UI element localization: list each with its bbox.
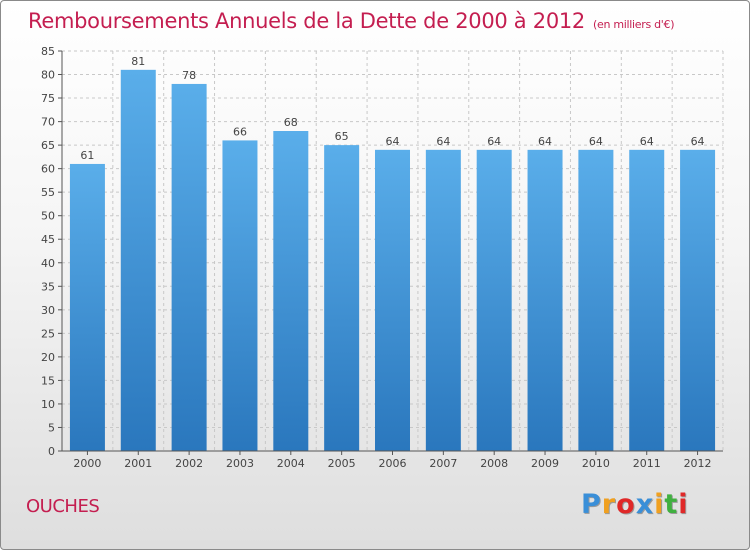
y-tick-label: 5 bbox=[48, 421, 55, 434]
x-tick-label: 2005 bbox=[328, 457, 356, 470]
bar-2009 bbox=[527, 149, 563, 451]
x-tick-label: 2008 bbox=[480, 457, 508, 470]
axes: 0 5 10 15 20 25 30 35 40 45 50 55 60 65 70 75 80 85 2000 20… bbox=[41, 45, 723, 470]
logo-letter: i bbox=[678, 489, 689, 520]
y-tick-label: 65 bbox=[41, 139, 55, 152]
y-tick-label: 85 bbox=[41, 45, 55, 58]
x-tick-label: 2002 bbox=[175, 457, 203, 470]
y-tick-label: 30 bbox=[41, 304, 55, 317]
chart-subtitle: (en milliers d'€) bbox=[593, 18, 675, 31]
bar-value-label: 61 bbox=[80, 149, 94, 162]
bar-value-label: 68 bbox=[284, 116, 298, 129]
bar-2003 bbox=[222, 140, 258, 452]
y-tick-label: 10 bbox=[41, 398, 55, 411]
bar-value-label: 64 bbox=[538, 135, 552, 148]
bar-value-label: 78 bbox=[182, 69, 196, 82]
bar-2006 bbox=[375, 149, 410, 451]
bar-2001 bbox=[120, 69, 156, 451]
y-tick-label: 50 bbox=[41, 210, 55, 223]
x-tick-label: 2009 bbox=[531, 457, 559, 470]
y-tick-label: 20 bbox=[41, 351, 55, 364]
bar-2007 bbox=[425, 149, 461, 451]
x-tick-label: 2001 bbox=[124, 457, 152, 470]
bar-2011 bbox=[629, 149, 665, 451]
bar-value-label: 81 bbox=[131, 55, 145, 68]
bar-2005 bbox=[324, 145, 360, 451]
y-tick-label: 40 bbox=[41, 257, 55, 270]
x-tick-label: 2007 bbox=[429, 457, 457, 470]
x-tick-label: 2011 bbox=[633, 457, 661, 470]
logo-letter: r bbox=[601, 489, 617, 520]
commune-name: OUCHES bbox=[26, 496, 100, 517]
y-tick-label: 0 bbox=[48, 445, 55, 458]
bars: 61 81 78 66 68 65 64 64 64 64 64 64 64 bbox=[69, 55, 716, 452]
proxiti-logo: Proxiti bbox=[581, 489, 689, 520]
x-tick-label: 2004 bbox=[277, 457, 305, 470]
y-tick-label: 55 bbox=[41, 186, 55, 199]
chart-title-text: Remboursements Annuels de la Dette de 20… bbox=[28, 9, 585, 33]
bar-value-label: 64 bbox=[436, 135, 450, 148]
x-tick-label: 2003 bbox=[226, 457, 254, 470]
bar-2000 bbox=[69, 163, 105, 452]
y-tick-label: 70 bbox=[41, 116, 55, 129]
bar-value-label: 64 bbox=[589, 135, 603, 148]
logo-letter: t bbox=[664, 489, 679, 520]
y-tick-label: 35 bbox=[41, 280, 55, 293]
logo-letter: i bbox=[654, 489, 665, 520]
chart-title: Remboursements Annuels de la Dette de 20… bbox=[28, 9, 674, 33]
bar-value-label: 64 bbox=[691, 135, 705, 148]
bar-2010 bbox=[578, 149, 614, 451]
y-tick-label: 45 bbox=[41, 233, 55, 246]
logo-letter: x bbox=[635, 489, 655, 520]
bar-2002 bbox=[171, 83, 207, 452]
logo-letter: o bbox=[616, 489, 636, 520]
bar-value-label: 66 bbox=[233, 125, 247, 138]
x-tick-label: 2012 bbox=[684, 457, 712, 470]
bar-value-label: 64 bbox=[640, 135, 654, 148]
bar-value-label: 64 bbox=[386, 135, 400, 148]
logo-letter: P bbox=[581, 489, 602, 520]
x-tick-label: 2006 bbox=[379, 457, 407, 470]
x-tick-label: 2010 bbox=[582, 457, 610, 470]
y-tick-label: 80 bbox=[41, 69, 55, 82]
bar-value-label: 65 bbox=[335, 130, 349, 143]
y-tick-label: 60 bbox=[41, 163, 55, 176]
bar-2004 bbox=[273, 131, 309, 451]
y-tick-label: 15 bbox=[41, 374, 55, 387]
bar-value-label: 64 bbox=[487, 135, 501, 148]
y-tick-label: 75 bbox=[41, 92, 55, 105]
bar-2008 bbox=[476, 149, 512, 451]
bar-2012 bbox=[680, 149, 716, 451]
y-tick-label: 25 bbox=[41, 327, 55, 340]
x-tick-label: 2000 bbox=[73, 457, 101, 470]
